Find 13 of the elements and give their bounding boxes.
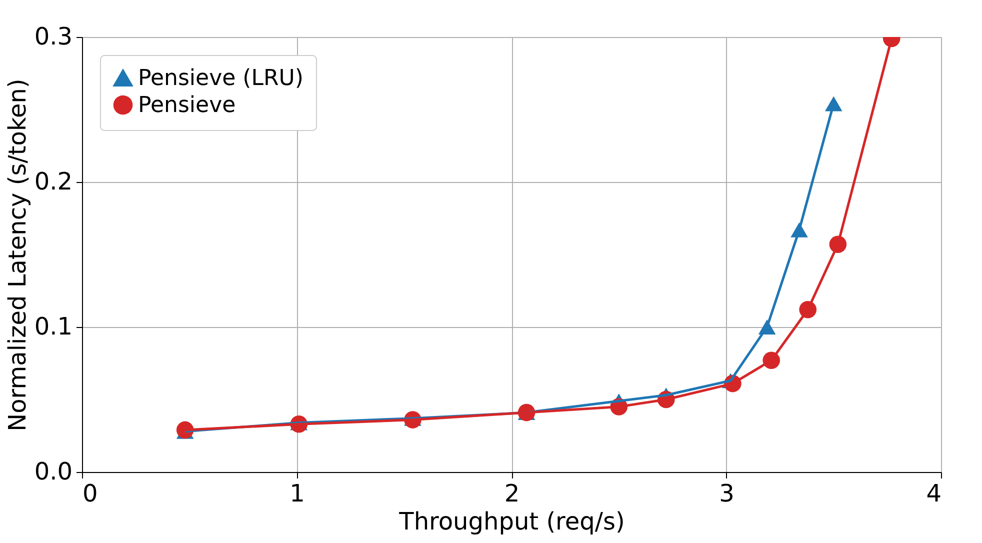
y-tick-label: 0.3 xyxy=(34,22,72,50)
x-tick-label: 2 xyxy=(504,480,520,508)
y-tick-label: 0.2 xyxy=(34,168,72,196)
x-tick-label: 0 xyxy=(82,480,98,508)
x-tick-label: 4 xyxy=(926,480,942,508)
y-tick-label: 0.1 xyxy=(34,312,72,340)
legend-label: Pensieve (LRU) xyxy=(138,66,304,91)
y-axis-title: Normalized Latency (s/token) xyxy=(3,78,32,432)
y-tick-label: 0.0 xyxy=(34,458,72,486)
legend-label: Pensieve xyxy=(138,93,236,118)
x-tick-label: 1 xyxy=(290,480,305,508)
x-axis-title: Throughput (req/s) xyxy=(398,508,625,536)
x-tick-label: 3 xyxy=(719,480,734,508)
